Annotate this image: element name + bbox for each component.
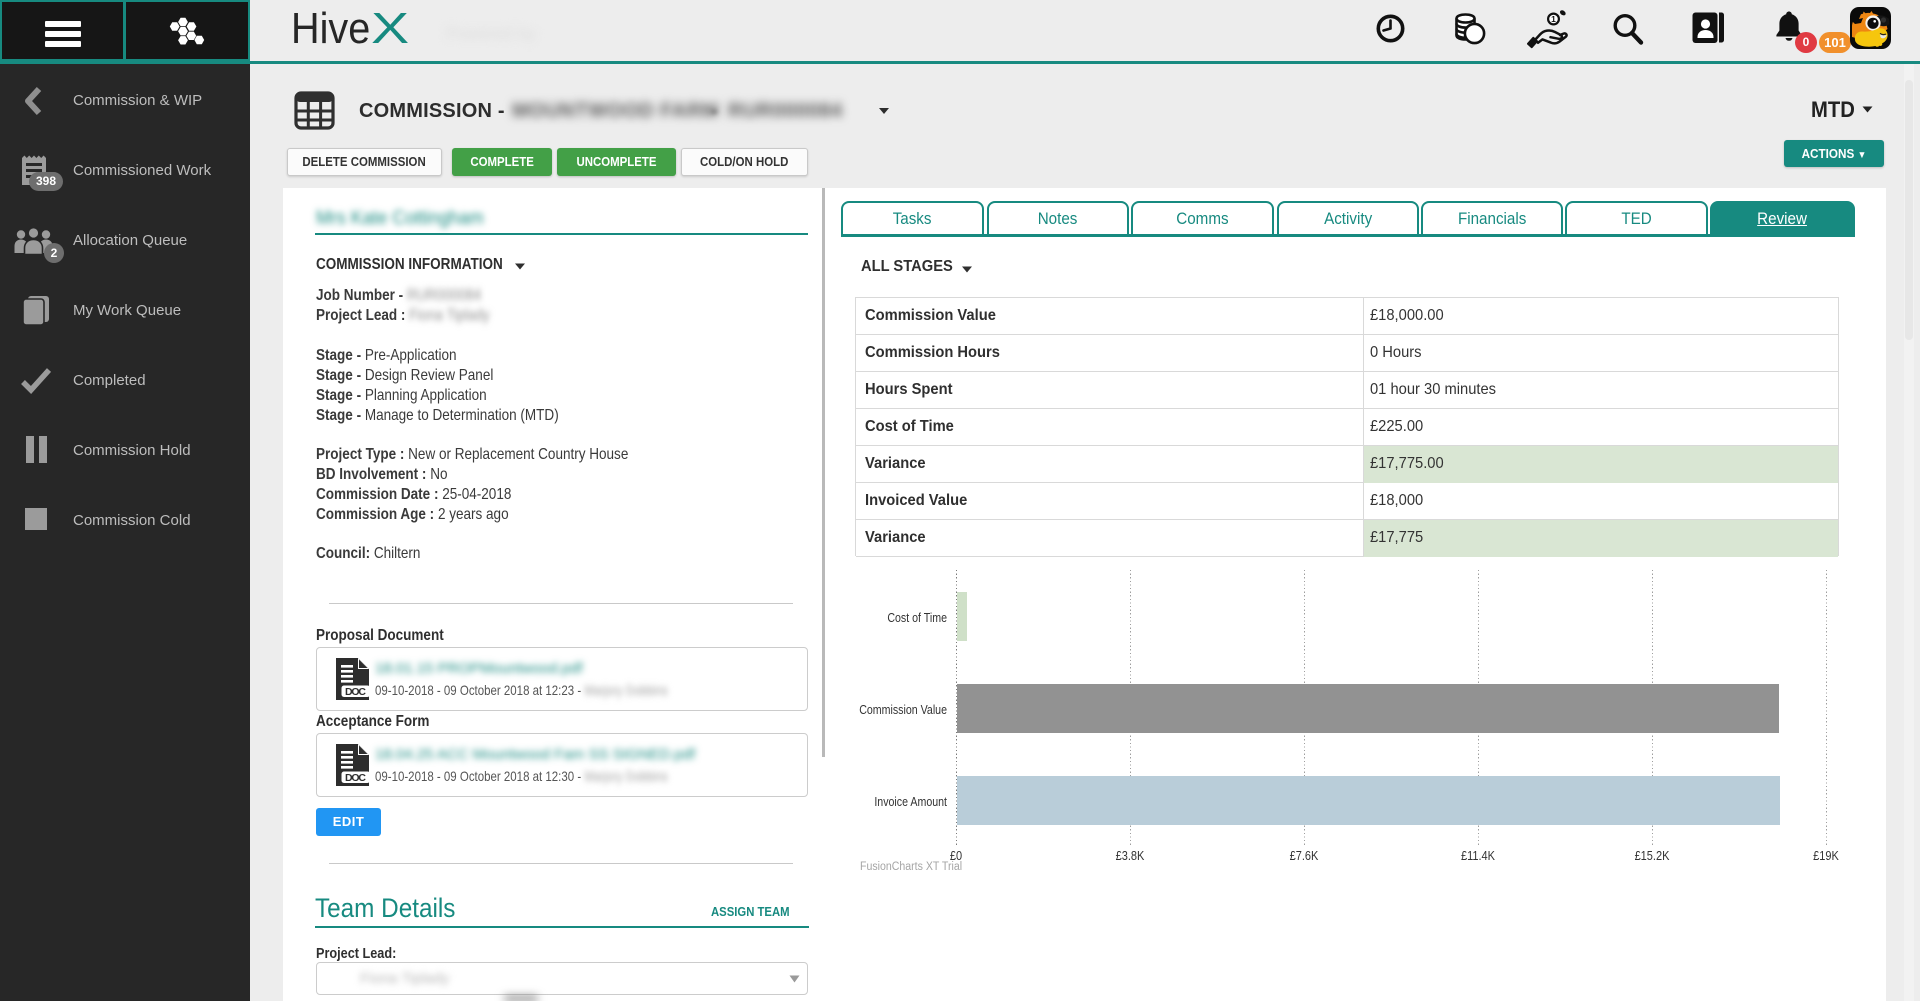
svg-text:DOC: DOC bbox=[345, 686, 366, 698]
svg-text:1: 1 bbox=[1551, 14, 1556, 24]
svg-text:DOC: DOC bbox=[345, 772, 366, 784]
